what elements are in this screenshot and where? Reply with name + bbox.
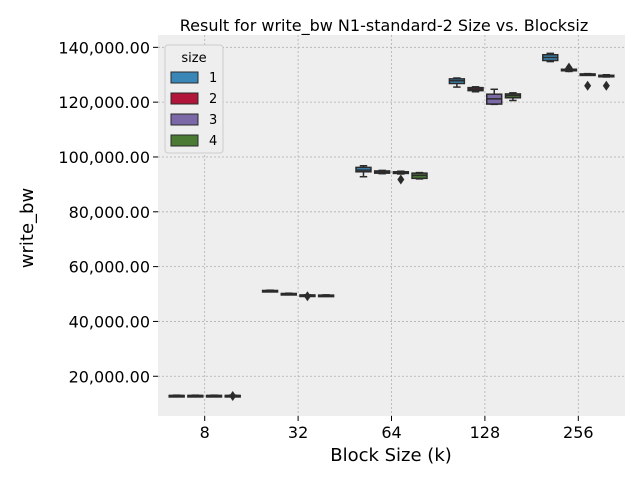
box-1-8 [168, 394, 185, 398]
outlier-marker [602, 80, 610, 91]
outlier-marker [397, 174, 405, 185]
box-3-32 [299, 291, 316, 302]
x-tick-label: 256 [563, 423, 594, 442]
y-tick-label: 140,000.00 [58, 38, 150, 57]
legend-swatch-3 [170, 113, 199, 126]
box-4-256 [598, 73, 615, 91]
y-axis-label: write_bw [17, 188, 38, 268]
legend-label-1: 1 [209, 71, 217, 86]
y-tick-label: 40,000.00 [69, 312, 150, 331]
legend-entries: 1 2 3 4 [170, 71, 217, 149]
box-4-64 [411, 171, 428, 180]
box-2-8 [187, 394, 204, 398]
y-tick-label: 80,000.00 [69, 203, 150, 222]
box-2-32 [280, 292, 297, 296]
legend-label-4: 4 [209, 134, 217, 149]
legend-label-2: 2 [209, 92, 217, 107]
legend-label-3: 3 [209, 113, 217, 128]
box-1-32 [261, 289, 279, 293]
y-tick-label: 60,000.00 [69, 258, 150, 277]
y-tick-label: 120,000.00 [58, 93, 150, 112]
outlier-marker [229, 390, 237, 401]
box-3-128 [486, 88, 503, 106]
x-tick-label: 64 [381, 423, 401, 442]
x-tick-label: 128 [470, 423, 501, 442]
box-4-8 [224, 390, 241, 401]
outlier-marker [565, 62, 573, 73]
box-3-64 [392, 170, 410, 185]
legend-title: size [181, 51, 206, 66]
x-axis-label: Block Size (k) [330, 445, 452, 466]
legend-swatch-1 [170, 71, 199, 84]
x-tick-label: 32 [288, 423, 308, 442]
box-3-256 [579, 72, 596, 91]
legend: size 1 2 3 4 [164, 44, 224, 154]
legend-swatch-4 [170, 134, 199, 147]
y-tick-label: 20,000.00 [69, 367, 150, 386]
box-3-8 [205, 394, 223, 398]
legend-swatch-2 [170, 92, 199, 105]
box-2-128 [467, 86, 484, 93]
gridlines [158, 35, 625, 416]
box-4-32 [317, 294, 335, 298]
outlier-marker [584, 80, 592, 91]
chart-title: Result for write_bw N1-standard-2 Size v… [180, 16, 588, 36]
x-axis-ticks: 8 32 64 128 256 [200, 416, 594, 442]
box-4-128 [504, 92, 522, 102]
box-1-256 [542, 52, 559, 63]
box-series [168, 52, 615, 401]
box-2-64 [373, 169, 391, 175]
x-tick-label: 8 [200, 423, 210, 442]
y-tick-label: 100,000.00 [58, 148, 150, 167]
box-1-64 [355, 164, 372, 178]
outlier-marker [303, 291, 311, 302]
box-1-128 [448, 77, 466, 88]
y-axis-ticks: 20,000.00 40,000.00 60,000.00 80,000.00 100,… [58, 38, 158, 386]
box-2-256 [560, 62, 578, 73]
